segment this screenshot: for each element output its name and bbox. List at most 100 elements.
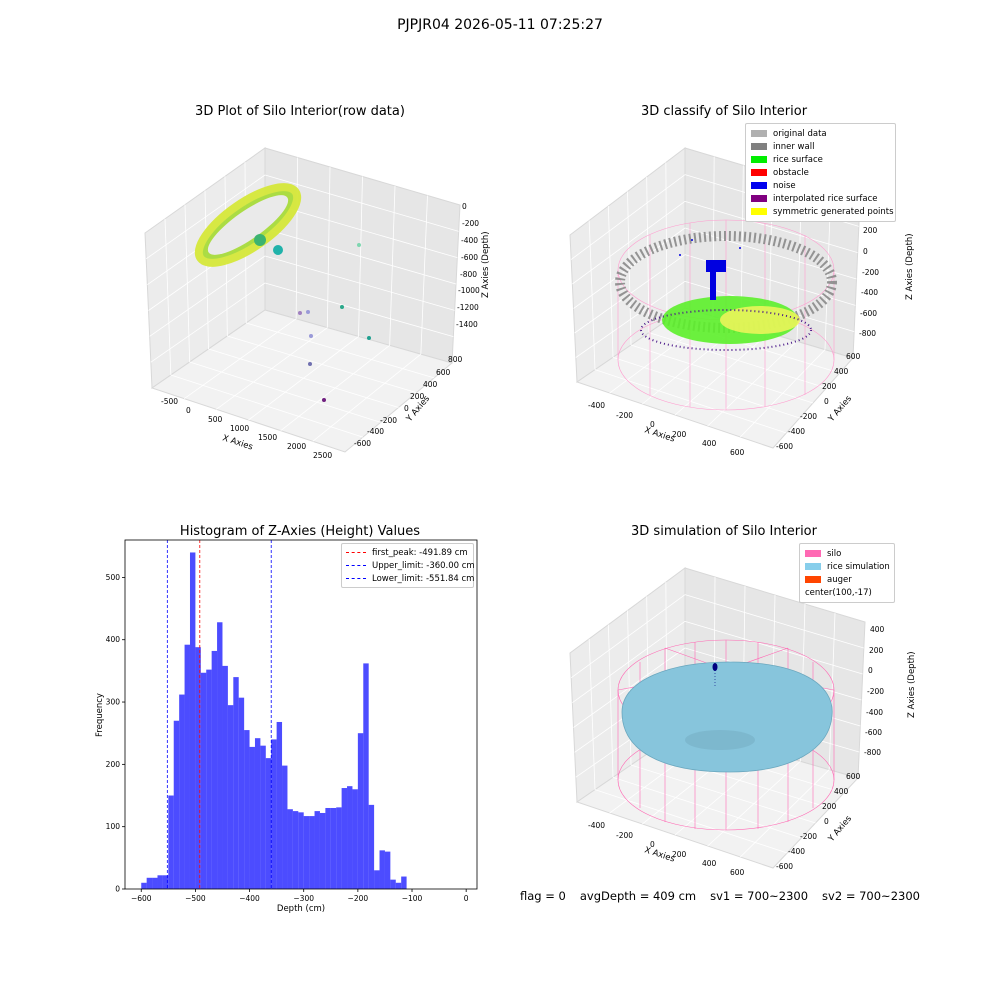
simulation-ztick: -400 — [866, 708, 883, 717]
legend-entry-first-peak: first_peak: -491.89 cm — [346, 546, 469, 559]
legend-swatch — [751, 208, 767, 215]
classify-ytick: 600 — [846, 352, 861, 361]
classify-ztick: -200 — [862, 268, 879, 277]
legend-entry-interpolated: interpolated rice surface — [751, 192, 890, 205]
legend-entry-inner-wall: inner wall — [751, 140, 890, 153]
simulation-ytick: 600 — [846, 772, 861, 781]
classify-y-axis-label: Y Axies — [826, 394, 854, 425]
histogram-bar — [287, 809, 293, 889]
histogram-bar — [146, 877, 153, 889]
raw-plot-title: 3D Plot of Silo Interior(row data) — [195, 104, 405, 119]
legend-swatch — [751, 143, 767, 150]
histogram-reference-lines — [166, 540, 272, 889]
histogram-xtick-label: −200 — [348, 894, 369, 903]
simulation-ytick: -600 — [776, 862, 793, 871]
classify-ztick: -400 — [861, 288, 878, 297]
simulation-ytick: -400 — [788, 847, 805, 856]
raw-ztick: -400 — [461, 236, 478, 245]
classify-xtick: 0 — [650, 420, 655, 429]
histogram-ytick-label: 200 — [106, 760, 121, 769]
simulation-ytick: 200 — [822, 802, 837, 811]
raw-ztick: -1400 — [456, 320, 478, 329]
histogram-bar — [314, 811, 320, 889]
histogram-ytick-label: 500 — [106, 573, 121, 582]
histogram-x-axis-label: Depth (cm) — [277, 904, 325, 914]
simulation-ztick: 200 — [869, 646, 884, 655]
raw-panes — [144, 147, 461, 453]
raw-xtick: 2500 — [313, 451, 332, 460]
histogram-xtick-label: −500 — [185, 894, 206, 903]
grid-line — [312, 353, 422, 442]
histogram-bar — [184, 644, 190, 889]
histogram-bar — [395, 882, 402, 889]
legend-entry-auger: auger — [805, 573, 889, 586]
histogram-bar — [271, 739, 277, 889]
simulation-ytick: 0 — [824, 817, 829, 826]
classify-ztick: 200 — [863, 226, 878, 235]
legend-entry-symmetric: symmetric generated points — [751, 205, 894, 218]
grid-line — [575, 281, 686, 358]
grid-line — [740, 769, 830, 858]
classify-xtick: 600 — [730, 448, 745, 457]
rice-simulation-surface — [621, 661, 833, 773]
histogram-bar — [379, 850, 385, 889]
raw-z-axis-label: Z Axies (Depth) — [481, 231, 491, 298]
classify-ztick: -800 — [859, 329, 876, 338]
classify-legend: original data inner wall rice surface ob… — [745, 123, 896, 222]
simulation-3d-plot[interactable]: -400 -200 0 200 400 600 600 400 200 0 -2… — [560, 550, 930, 880]
histogram-bar — [141, 882, 147, 889]
legend-entry-rice-simulation: rice simulation — [805, 560, 890, 573]
simulation-y-axis-label: Y Axies — [826, 814, 854, 845]
legend-swatch — [751, 169, 767, 176]
raw-xtick: 2000 — [287, 442, 306, 451]
histogram-bar — [265, 758, 272, 889]
histogram-bar — [303, 816, 310, 889]
histogram-bar — [249, 746, 255, 889]
histogram-bar — [179, 694, 185, 889]
simulation-ytick: 400 — [834, 787, 849, 796]
histogram-bar — [211, 650, 218, 889]
histogram-bars — [141, 552, 407, 889]
classify-xtick: 200 — [672, 430, 687, 439]
simulation-plot-title: 3D simulation of Silo Interior — [631, 524, 817, 539]
raw-x-axis-label: X Axies — [221, 433, 254, 452]
raw-ytick: -200 — [380, 416, 397, 425]
histogram-ytick-label: 300 — [106, 698, 121, 707]
histogram-bar — [168, 795, 174, 889]
histogram-bar — [195, 647, 201, 889]
raw-ytick: 600 — [436, 368, 451, 377]
raw-ytick: 800 — [448, 355, 463, 364]
simulation-xtick: -200 — [616, 831, 633, 840]
simulation-xtick: -400 — [588, 821, 605, 830]
legend-line — [346, 552, 366, 553]
histogram-bar — [384, 851, 391, 889]
histogram-bar — [173, 720, 180, 889]
legend-entry-upper-limit: Upper_limit: -360.00 cm — [346, 559, 475, 572]
histogram-legend: first_peak: -491.89 cm Upper_limit: -360… — [341, 543, 475, 588]
legend-swatch — [751, 182, 767, 189]
classify-ytick: -200 — [800, 412, 817, 421]
simulation-ztick: 0 — [868, 666, 873, 675]
classify-ytick: -400 — [788, 427, 805, 436]
raw-ztick: -1000 — [458, 286, 480, 295]
classify-xtick: -400 — [588, 401, 605, 410]
raw-ytick: 200 — [410, 392, 425, 401]
raw-ytick: -600 — [354, 439, 371, 448]
histogram-ytick-label: 400 — [106, 635, 121, 644]
raw-ztick: -600 — [461, 253, 478, 262]
sv1-value: sv1 = 700~2300 — [710, 889, 809, 903]
classify-ytick: 400 — [834, 367, 849, 376]
histogram-bar — [309, 816, 315, 889]
sv2-value: sv2 = 700~2300 — [822, 889, 920, 903]
legend-swatch — [751, 156, 767, 163]
figure-title: PJPJR04 2026-05-11 07:25:27 — [397, 17, 603, 33]
histogram-frame — [124, 539, 478, 890]
grid-line — [740, 349, 826, 438]
histogram-xtick-label: −600 — [131, 894, 152, 903]
classify-ztick: -600 — [860, 309, 877, 318]
simulation-ztick: -800 — [864, 748, 881, 757]
raw-3d-plot[interactable]: -500 0 500 1000 1500 2000 2500 800 600 4… — [130, 130, 500, 460]
histogram-chart[interactable]: −600 −500 −400 −300 −200 −100 0 0 100 200 300 400 50… — [80, 530, 500, 920]
histogram-axes: −600 −500 −400 −300 −200 −100 0 0 100 200 300 400 50… — [106, 539, 478, 903]
simulation-xtick: 0 — [650, 840, 655, 849]
